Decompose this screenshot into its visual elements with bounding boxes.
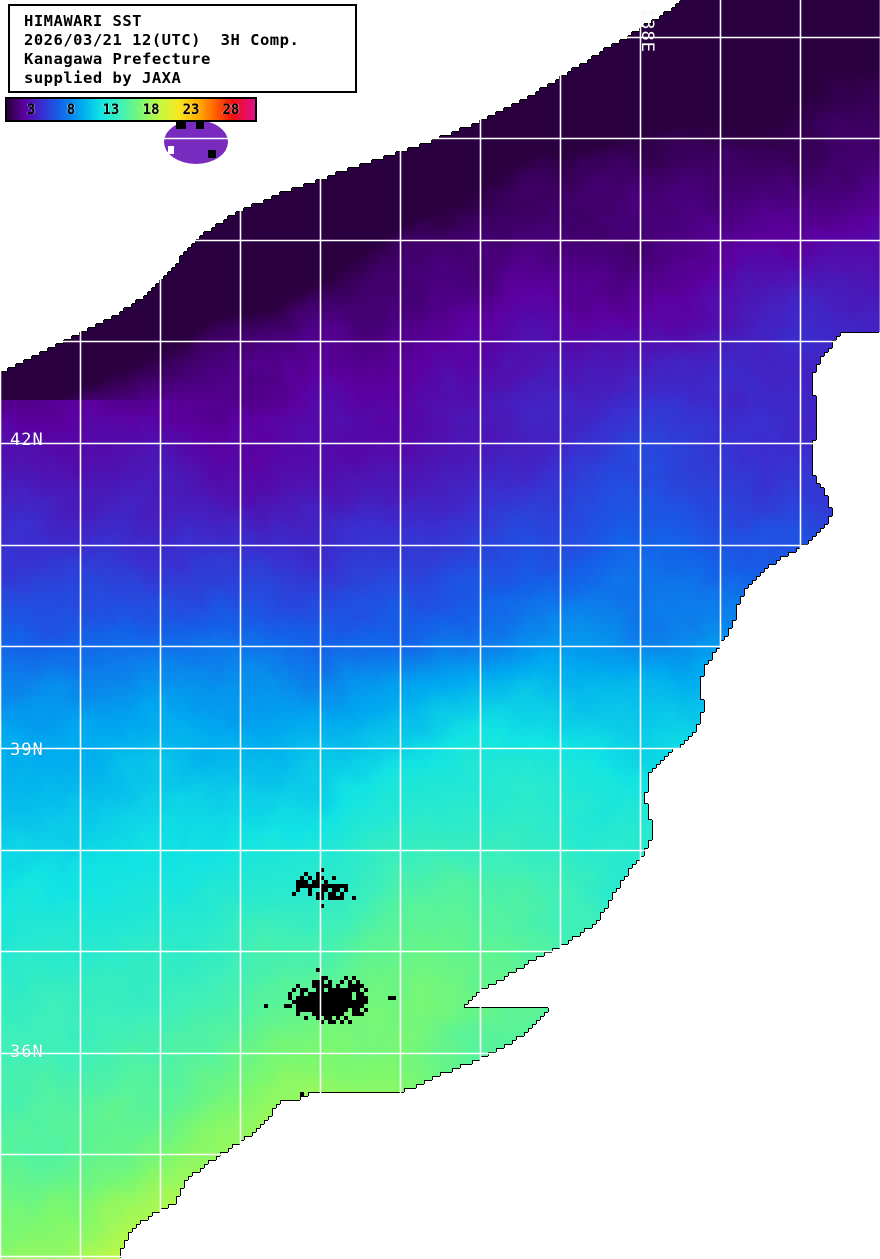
colorbar-tick-23: 23: [182, 101, 200, 118]
colorbar-tick-3: 3: [26, 101, 36, 118]
legend-datetime: 2026/03/21 12(UTC) 3H Comp.: [24, 31, 300, 49]
legend-credit: supplied by JAXA: [24, 69, 182, 87]
lat-label-42N: 42N: [10, 430, 44, 450]
lat-label-39N: 39N: [10, 740, 44, 760]
lat-label-36N: 36N: [10, 1042, 44, 1062]
legend-region: Kanagawa Prefecture: [24, 50, 211, 68]
colorbar-tick-28: 28: [222, 101, 240, 118]
colorbar-tick-8: 8: [66, 101, 76, 118]
legend-panel: HIMAWARI SST 2026/03/21 12(UTC) 3H Comp.…: [8, 4, 357, 93]
legend-title: HIMAWARI SST: [24, 12, 142, 30]
colorbar-gradient: [7, 99, 255, 120]
colorbar-tick-18: 18: [142, 101, 160, 118]
colorbar-tick-13: 13: [102, 101, 120, 118]
sst-colorbar: 3 8 13 18 23 28: [5, 97, 257, 122]
lon-label-138E: 138E: [637, 8, 657, 53]
